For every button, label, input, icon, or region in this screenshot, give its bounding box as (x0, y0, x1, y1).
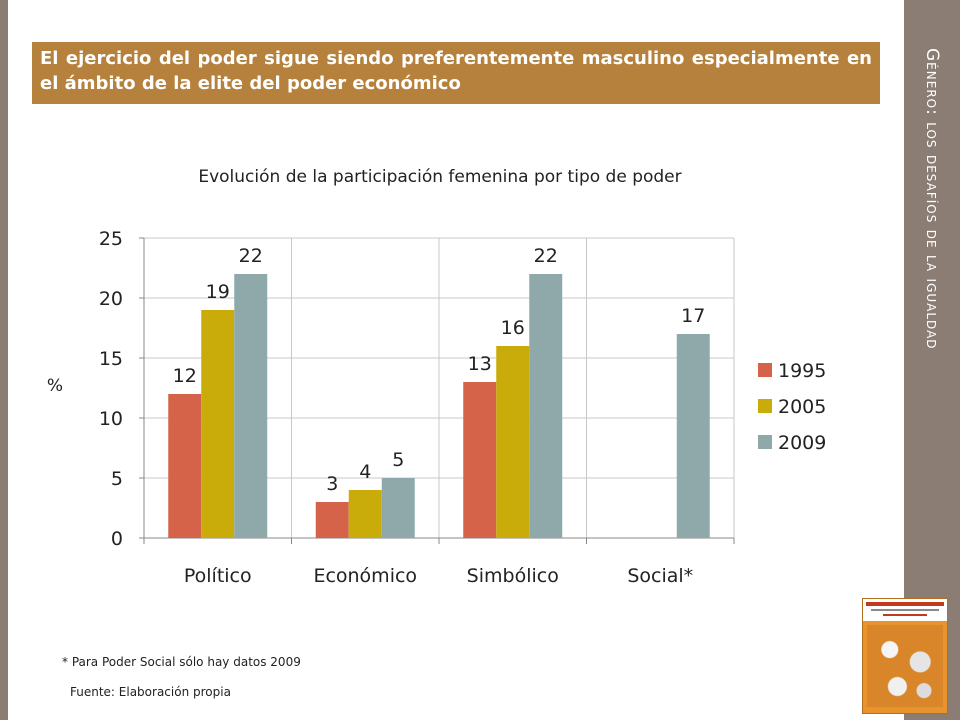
data-label: 3 (326, 473, 338, 495)
data-label: 5 (392, 449, 404, 471)
data-label: 17 (681, 305, 705, 327)
bar-2005 (348, 490, 382, 538)
legend-label: 2005 (778, 396, 826, 418)
data-label: 12 (173, 365, 197, 387)
bar-2009 (676, 334, 710, 538)
bar-1995 (315, 502, 349, 538)
bar-2009 (234, 274, 268, 538)
report-cover-thumbnail (862, 598, 948, 714)
legend-swatch-2005 (758, 399, 772, 413)
x-tick-label: Político (184, 565, 252, 587)
y-tick-label: 0 (111, 528, 123, 550)
y-tick-label: 25 (99, 228, 123, 250)
data-label: 13 (468, 353, 492, 375)
bar-2009 (381, 478, 415, 538)
data-label: 16 (501, 317, 525, 339)
headline: El ejercicio del poder sigue siendo pref… (32, 42, 880, 104)
chart-title: Evolución de la participación femenina p… (198, 167, 681, 187)
slide (8, 0, 904, 720)
legend-swatch-1995 (758, 363, 772, 377)
y-tick-label: 20 (99, 288, 123, 310)
data-label: 4 (359, 461, 371, 483)
bar-2009 (529, 274, 563, 538)
footnote: * Para Poder Social sólo hay datos 2009 (62, 655, 301, 669)
x-tick-label: Económico (313, 565, 417, 587)
bar-1995 (168, 394, 202, 538)
legend-label: 2009 (778, 432, 826, 454)
legend-label: 1995 (778, 360, 826, 382)
bar-1995 (463, 382, 497, 538)
source-note: Fuente: Elaboración propia (70, 685, 231, 699)
bar-2005 (496, 346, 530, 538)
y-tick-label: 15 (99, 348, 123, 370)
data-label: 19 (206, 281, 230, 303)
x-tick-label: Simbólico (467, 565, 559, 587)
y-tick-label: 10 (99, 408, 123, 430)
legend-swatch-2009 (758, 435, 772, 449)
y-axis-label: % (47, 376, 63, 396)
x-tick-label: Social* (627, 565, 693, 587)
y-tick-label: 5 (111, 468, 123, 490)
data-label: 22 (534, 245, 558, 267)
bar-2005 (201, 310, 235, 538)
data-label: 22 (239, 245, 263, 267)
